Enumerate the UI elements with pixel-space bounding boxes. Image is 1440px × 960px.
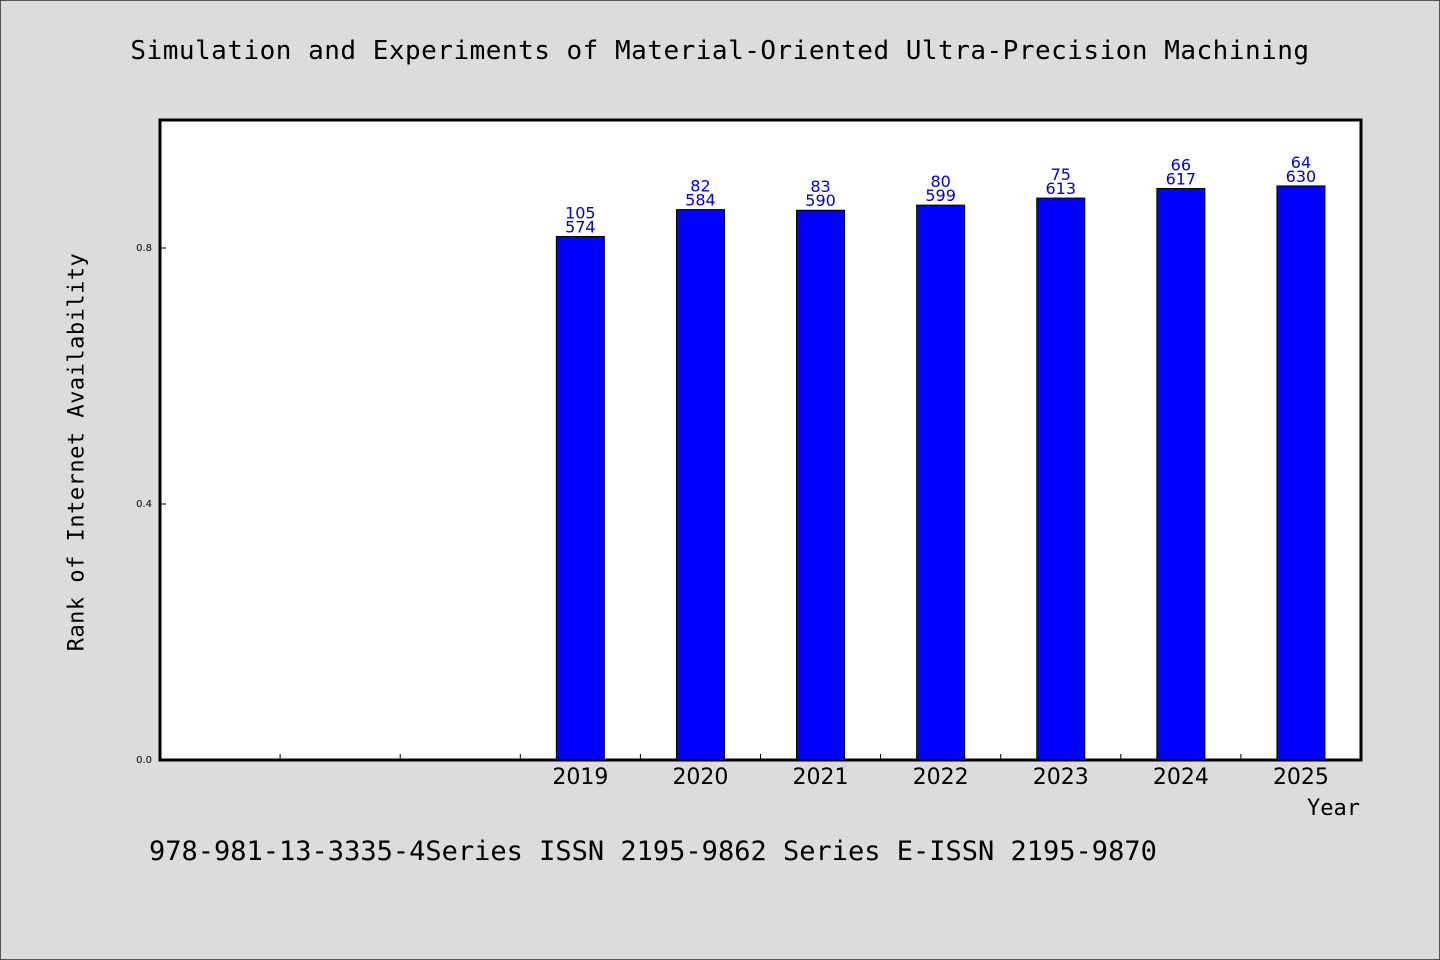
x-tick-label: 2024 (1153, 765, 1209, 790)
bar-label-top: 64 (1291, 153, 1311, 172)
bar-2020 (675, 209, 725, 761)
bar-2019 (555, 235, 605, 761)
y-tick-label: 0.4 (136, 499, 152, 510)
x-tick-label: 2019 (552, 765, 608, 790)
bar-label-top: 105 (565, 203, 596, 222)
y-tick-label: 0.0 (136, 755, 152, 766)
x-tick-label: 2023 (1033, 765, 1089, 790)
y-tick-label: 0.8 (136, 243, 152, 254)
bar-label-top: 82 (690, 177, 710, 196)
x-tick-label: 2020 (672, 765, 728, 790)
footer-series-text: 978-981-13-3335-4Series ISSN 2195-9862 S… (149, 836, 1157, 867)
bar-label-bottom: 574 (565, 217, 596, 236)
bar-2025 (1276, 185, 1326, 761)
chart-title: Simulation and Experiments of Material-O… (130, 36, 1310, 66)
bar-2021 (796, 209, 846, 761)
bar-label-top: 83 (810, 177, 830, 196)
bar-2024 (1156, 187, 1206, 761)
bar-label-bottom: 613 (1045, 179, 1076, 198)
bar-label-top: 75 (1051, 165, 1071, 184)
bar-label-bottom: 599 (925, 186, 956, 205)
bar-label-bottom: 630 (1286, 167, 1317, 186)
bar-2022 (916, 204, 966, 761)
x-tick-label: 2021 (793, 765, 849, 790)
bar-label-top: 80 (930, 172, 950, 191)
x-axis-label: Year (1307, 796, 1360, 821)
bar-2023 (1036, 197, 1086, 761)
x-tick-label: 2022 (913, 765, 969, 790)
bar-label-bottom: 617 (1166, 169, 1197, 188)
bar-label-bottom: 590 (805, 191, 836, 210)
bar-label-bottom: 584 (685, 191, 716, 210)
bar-label-top: 66 (1171, 155, 1191, 174)
x-tick-label: 2025 (1273, 765, 1329, 790)
